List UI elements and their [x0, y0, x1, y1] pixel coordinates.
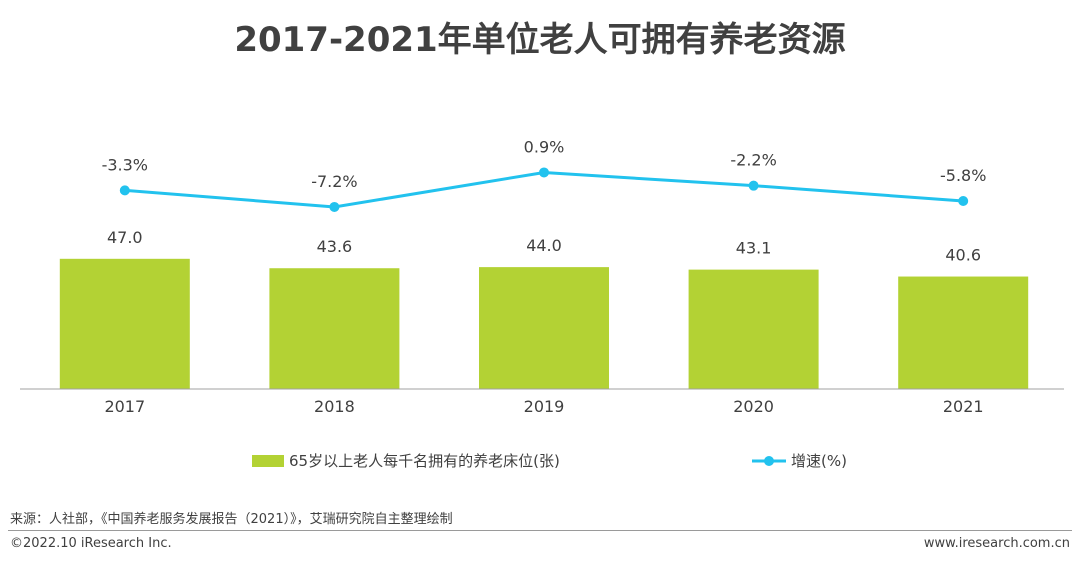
growth-label-2020: -2.2% — [730, 151, 776, 170]
bar-2019 — [479, 267, 609, 389]
growth-label-2017: -3.3% — [102, 155, 148, 174]
website: www.iresearch.com.cn — [923, 536, 1070, 551]
copyright: ©2022.10 iResearch Inc. — [10, 536, 172, 551]
line-series: -3.3% -7.2% 0.9% -2.2% -5.8% — [102, 137, 986, 212]
x-tick-2018: 2018 — [314, 397, 355, 416]
bar-label-2018: 43.6 — [317, 237, 353, 256]
bar-2017 — [59, 258, 190, 389]
growth-point-2020 — [748, 180, 759, 191]
x-tick-2020: 2020 — [733, 397, 774, 416]
footer-divider — [8, 530, 1072, 531]
bar-series: 47.0 43.6 44.0 43.1 40.6 — [59, 228, 1029, 389]
source-note: 来源：人社部，《中国养老服务发展报告（2021）》，艾瑞研究院自主整理绘制 — [10, 512, 453, 527]
legend-swatch-marker — [764, 456, 774, 466]
bar-label-2019: 44.0 — [526, 236, 562, 255]
chart: 47.0 43.6 44.0 43.1 40.6 2017 2018 2019 2020 202… — [20, 137, 1064, 470]
x-axis-ticks: 2017 2018 2019 2020 2021 — [104, 397, 983, 416]
growth-point-2021 — [958, 196, 969, 207]
x-tick-2021: 2021 — [943, 397, 984, 416]
legend-swatch-bar — [252, 455, 284, 467]
growth-rate-line — [124, 170, 964, 209]
chart-title: 2017-2021年单位老人可拥有养老资源 — [234, 20, 846, 60]
growth-point-2018 — [329, 201, 340, 212]
growth-label-2021: -5.8% — [940, 166, 986, 185]
bar-2018 — [269, 268, 400, 389]
growth-point-2017 — [119, 185, 130, 196]
bar-label-2020: 43.1 — [736, 239, 772, 258]
growth-label-2019: 0.9% — [524, 137, 565, 156]
bar-label-2017: 47.0 — [107, 228, 143, 247]
legend-label-line: 增速(%) — [791, 452, 847, 470]
growth-label-2018: -7.2% — [311, 172, 357, 191]
bar-2021 — [898, 276, 1029, 389]
legend-label-bar: 65岁以上老人每千名拥有的养老床位(张) — [289, 452, 560, 470]
bar-2020 — [688, 269, 819, 389]
x-tick-2017: 2017 — [104, 397, 145, 416]
x-tick-2019: 2019 — [524, 397, 565, 416]
growth-point-2019 — [539, 167, 549, 178]
bar-label-2021: 40.6 — [945, 246, 981, 265]
legend: 65岁以上老人每千名拥有的养老床位(张) 增速(%) — [252, 452, 847, 470]
